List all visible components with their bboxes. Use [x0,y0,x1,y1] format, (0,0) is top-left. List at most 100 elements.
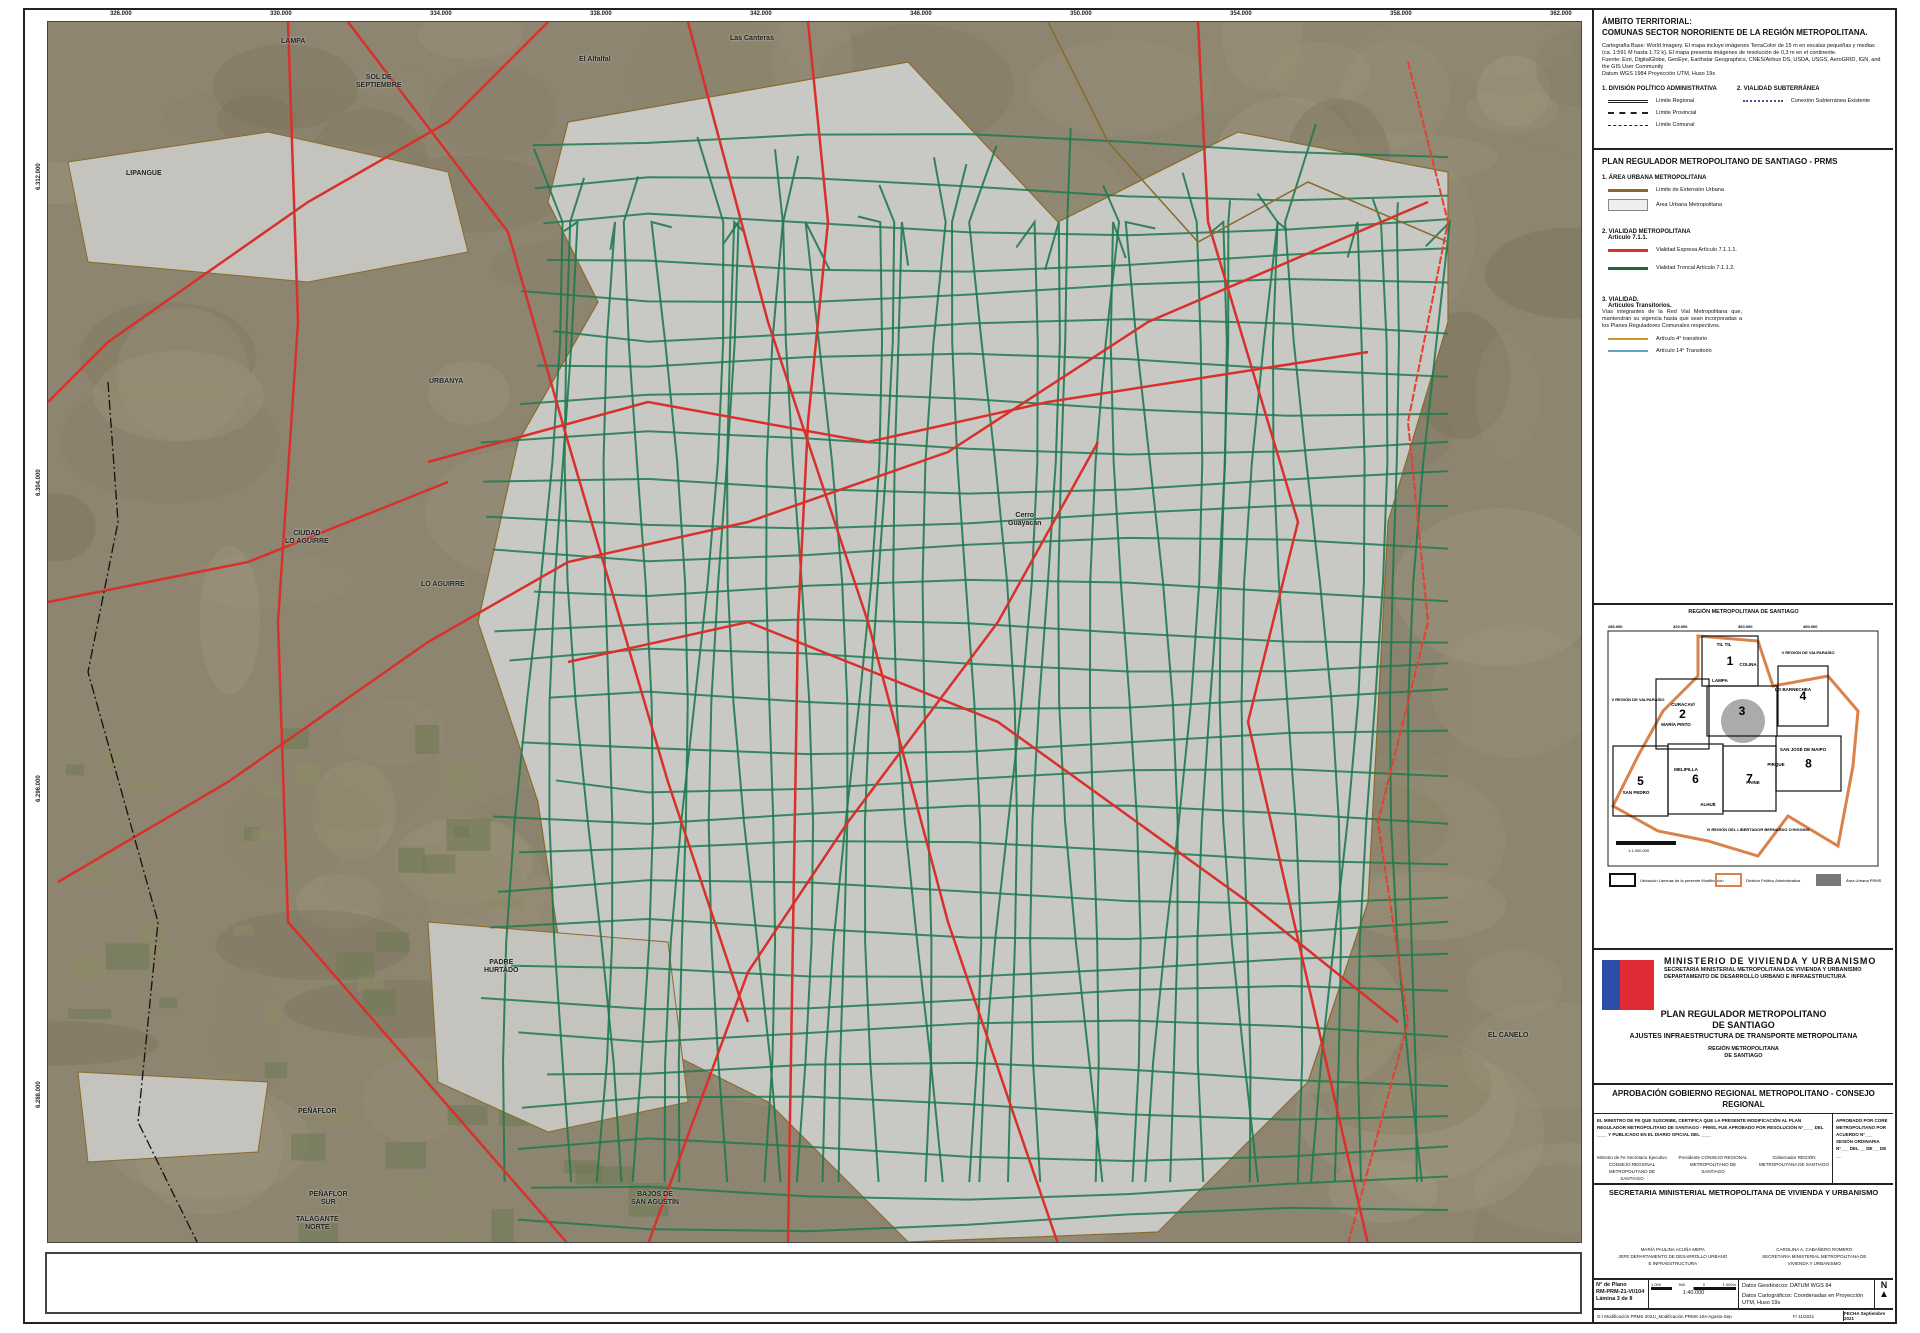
inset-legend-label: División Político Administrativa [1746,878,1801,883]
trunk-road [483,470,1449,495]
terrain-patch [216,94,297,146]
field-patch [136,922,165,940]
trunk-road [543,212,1449,237]
seremi-title: SECRETARIA MINISTERIAL METROPOLITANA DE … [1594,1184,1893,1200]
source-note: Fuente: Esri, DigitalGlobe, GeoEye, Eart… [1602,57,1881,70]
date-label: FECHA [1844,1311,1860,1316]
inset-tick: 320.000 [1673,624,1688,629]
field-patch [213,1073,243,1084]
legend-item-communal: Límite Comunal [1608,122,1717,128]
field-patch [356,977,384,991]
prms-title: PLAN REGULADOR METROPOLITANO DE SANTIAGO… [1602,157,1838,166]
subterranean-title: 2. VIALIDAD SUBTERRÁNEA [1736,86,1820,92]
trunk-road [494,618,1449,644]
legend-label: Artículo 14° Transitorio [1656,348,1712,354]
inset-zone-box [1777,665,1829,727]
terrain-patch [1473,1164,1581,1242]
terrain-patch [362,63,431,115]
terrain-patch [1476,55,1551,127]
trunk-road [547,1061,1449,1088]
inset-zone-number: 5 [1637,774,1644,788]
map-svg [48,22,1581,1242]
inset-scale-bar [1616,841,1676,845]
field-patch [291,1133,326,1161]
inset-legend-label: Ubicación Láminas de la presente Modific… [1640,878,1724,883]
terrain-patch [324,843,524,920]
trunk-road [517,1206,1449,1233]
field-patch [445,763,478,798]
trunk-road [726,219,782,1183]
legend-label: Artículo 4° transitorio [1656,336,1708,342]
inset-scale: 1:1.000.000 [1628,848,1650,853]
inset-region-boundary [1611,634,1860,858]
inset-commune-label: PAINE [1746,780,1759,785]
trunk-road [1029,221,1061,1183]
transitory-text: Vías integrantes de la Red Vial Metropol… [1602,309,1742,329]
inset-tick: 400.000 [1803,624,1818,629]
trunk-road [821,215,884,1183]
scale-bar: 1.000 500 0 1.000m 1:40.000 [1649,1280,1739,1308]
field-patch [363,989,397,1016]
expressway-road [647,441,1100,1242]
notes-box [45,1252,1582,1314]
field-patch [397,847,425,873]
trunk-road [492,536,1449,563]
field-patch [129,782,157,794]
date-box: FECHA Septiembre 2021 [1843,1311,1893,1321]
x-tick: 342.000 [750,11,772,17]
place-label: PEÑAFLOR SUR [309,1191,348,1206]
legend-item-subterranean: Conexión Subterránea Existente [1742,98,1870,104]
field-patch [298,1222,338,1242]
place-label: EL CANELO [1488,1032,1529,1039]
field-patch [414,1176,434,1198]
north-arrow-icon: N ▲ [1879,1280,1889,1300]
signer-1: Ministro de Fe Secretario Ejecutivo CONS… [1597,1155,1667,1181]
expressway-swatch [1608,248,1648,252]
inset-legend-swatch [1816,874,1841,886]
signer-2: Presidente CONSEJO REGIONAL METROPOLITAN… [1678,1155,1748,1174]
terrain-patch [1103,22,1313,115]
field-patch [376,932,409,953]
trunk-road [978,218,1039,1183]
file-code: F/ 11/2021 [1793,1313,1815,1319]
map-canvas[interactable]: LAMPA SOL DE SEPTIEMBRE LIPANGUE El Alfalfa… [47,21,1582,1243]
terrain-patch [429,65,557,158]
inset-commune-label: ALHUÉ [1700,800,1716,807]
inset-section: REGIÓN METROPOLITANA DE SANTIAGO 280.000… [1594,605,1893,950]
terrain-patch [164,83,404,151]
place-label: PADRE HURTADO [484,959,519,974]
trunk-road [804,221,849,1183]
legend-label: Área Urbana Metropolitana [1656,202,1723,208]
x-tick: 358.000 [1390,11,1412,17]
terrain-patch [1535,29,1581,107]
trunk-road [520,391,1449,417]
terrain-patch [199,545,260,695]
inset-zone-number: 8 [1805,757,1812,771]
field-patch [264,1062,288,1079]
expressway-road [276,22,568,1242]
field-patch [421,854,456,874]
trunk-road [480,430,1449,456]
terrain-patch [1484,227,1581,319]
expressway-road [427,350,1369,464]
trunk-road [595,221,617,1183]
field-patch [563,1160,598,1174]
ministry-logo [1602,960,1654,1010]
terrain-patch [1465,88,1559,134]
art14-swatch [1608,350,1648,352]
urban-area-swatch [1608,199,1648,211]
legend-item-trunk: Vialidad Troncal Artículo 7.1.1.2. [1608,265,1885,271]
terrain-patch [1027,39,1212,136]
terrain-patch [116,307,250,440]
field-patch [453,826,469,838]
trunk-road [485,504,1449,530]
field-patch [233,924,254,936]
field-patch [65,764,84,776]
trunk-road [1240,193,1279,1183]
ministry-section: MINISTERIO DE VIVIENDA Y URBANISMO SECRE… [1594,950,1893,1085]
urban-area [477,61,1449,1242]
inset-commune-label: SAN PEDRO [1623,790,1650,795]
terrain-patch [1221,22,1303,91]
place-label: TALAGANTE NORTE [296,1216,339,1231]
terrain-patch [394,817,533,905]
